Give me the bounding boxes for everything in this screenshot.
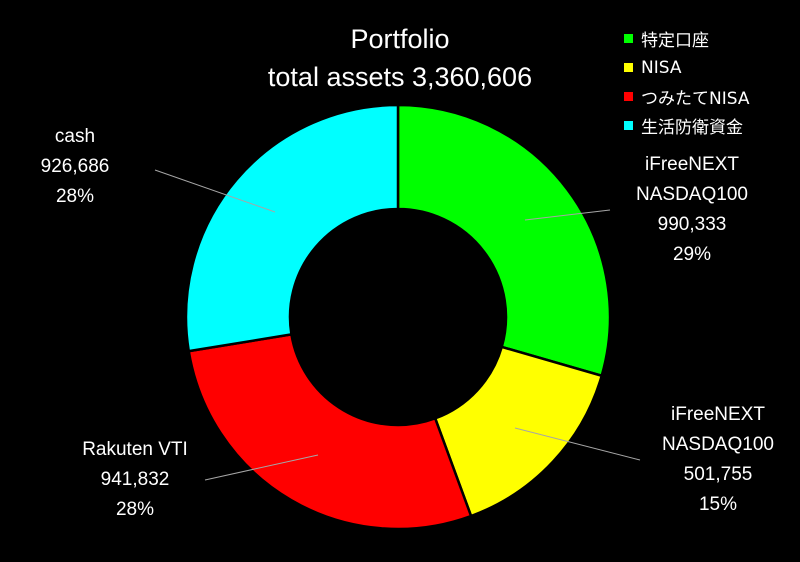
- donut-slice-0: [396, 103, 612, 378]
- legend-swatch: [624, 92, 633, 101]
- leader-line-0: [524, 209, 611, 221]
- legend-label: NISA: [641, 57, 682, 78]
- data-label-value: 501,755: [683, 464, 753, 485]
- data-label-value: 990,333: [657, 214, 727, 235]
- data-label-name: iFreeNEXT: [671, 404, 765, 425]
- legend-item: 特定口座: [624, 24, 794, 53]
- legend-label: 特定口座: [641, 31, 709, 51]
- donut-slice-1: [433, 345, 604, 518]
- data-label-name: cash: [54, 126, 96, 147]
- legend: 特定口座 NISA つみたてNISA 生活防衛資金: [624, 24, 794, 140]
- chart-subtitle: total assets 3,360,606: [267, 62, 533, 92]
- data-label-name: iFreeNEXT: [645, 154, 739, 175]
- data-label-percent: 28%: [55, 186, 95, 207]
- legend-swatch: [624, 63, 633, 72]
- data-label-slice-0: iFreeNEXT NASDAQ100 990,333 29%: [612, 150, 772, 270]
- data-label-percent: 15%: [698, 494, 738, 515]
- data-label-name: NASDAQ100: [662, 434, 774, 455]
- data-label-slice-1: iFreeNEXT NASDAQ100 501,755 15%: [638, 400, 798, 520]
- chart-title: Portfolio: [350, 24, 450, 54]
- data-label-value: 926,686: [40, 156, 110, 177]
- data-label-slice-2: Rakuten VTI 941,832 28%: [60, 435, 210, 525]
- legend-item: 生活防衛資金: [624, 111, 794, 140]
- data-label-percent: 29%: [672, 244, 712, 265]
- data-label-value: 941,832: [100, 469, 170, 490]
- donut-slice-2: [187, 332, 473, 531]
- data-label-slice-3: cash 926,686 28%: [20, 122, 130, 212]
- legend-item: つみたてNISA: [624, 82, 794, 111]
- legend-label: つみたてNISA: [641, 89, 750, 109]
- data-label-name: NASDAQ100: [636, 184, 748, 205]
- data-label-name: Rakuten VTI: [82, 439, 188, 460]
- leader-line-3: [154, 169, 276, 213]
- legend-item: NISA: [624, 53, 794, 82]
- leader-line-2: [204, 454, 319, 481]
- donut-slice-3: [184, 103, 400, 353]
- legend-swatch: [624, 34, 633, 43]
- data-label-percent: 28%: [115, 499, 155, 520]
- legend-swatch: [624, 121, 633, 130]
- legend-label: 生活防衛資金: [641, 118, 743, 138]
- leader-line-1: [514, 427, 641, 461]
